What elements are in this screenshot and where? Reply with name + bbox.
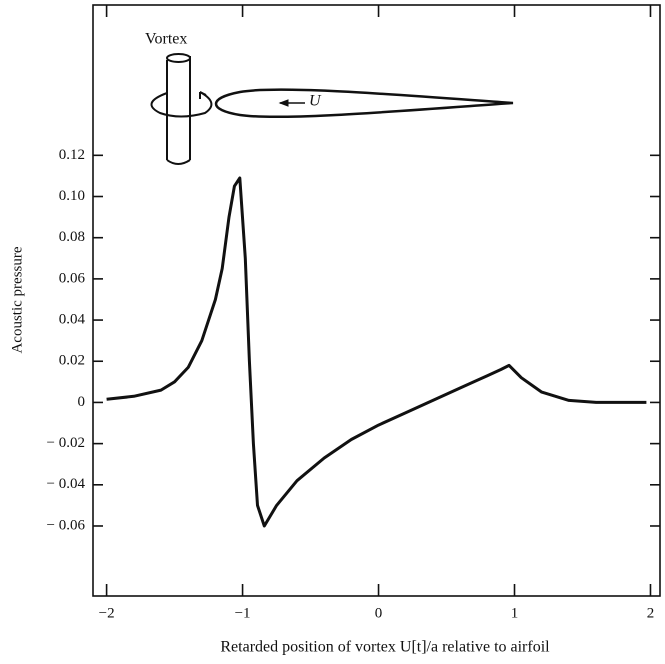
- x-tick-label: 0: [375, 605, 383, 621]
- y-tick-label: − 0.02: [47, 435, 85, 451]
- airfoil-illustration: [215, 88, 514, 119]
- y-tick-label: 0.08: [59, 229, 85, 245]
- y-tick-label: − 0.06: [47, 517, 86, 533]
- vortex-label: Vortex: [145, 31, 187, 48]
- plot-frame: [92, 4, 661, 597]
- x-axis-label: Retarded position of vortex U[t]/a relat…: [220, 639, 550, 656]
- x-tick-label: 1: [511, 605, 519, 621]
- y-tick-label: − 0.04: [47, 476, 86, 492]
- y-axis-label: Acoustic pressure: [9, 246, 25, 353]
- y-tick-label: 0.12: [59, 147, 85, 163]
- y-tick-label: 0.06: [59, 270, 86, 286]
- vortex-illustration: [150, 53, 213, 165]
- x-tick-label: 2: [647, 605, 655, 621]
- x-tick-label: −2: [99, 605, 115, 621]
- y-tick-label: 0.02: [59, 353, 85, 369]
- y-tick-label: 0: [78, 394, 86, 410]
- x-tick-label: −1: [235, 605, 251, 621]
- y-tick-label: 0.04: [59, 312, 86, 328]
- curve: [106, 176, 647, 528]
- velocity-label: U: [309, 93, 322, 110]
- y-tick-label: 0.10: [59, 188, 85, 204]
